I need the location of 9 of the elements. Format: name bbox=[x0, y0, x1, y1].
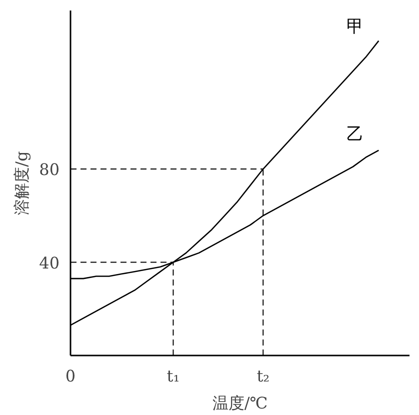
y-tick-label: 40 bbox=[39, 253, 60, 272]
x-axis-title: 温度/℃ bbox=[212, 394, 268, 412]
series-label: 甲 bbox=[346, 16, 364, 37]
x-tick-label: 0 bbox=[65, 366, 76, 386]
series-label: 乙 bbox=[346, 124, 364, 144]
x-tick-label: t₂ bbox=[256, 366, 270, 386]
y-axis-title: 溶解度/g bbox=[12, 151, 32, 215]
y-tick-label: 80 bbox=[39, 160, 60, 180]
x-tick-label: t₁ bbox=[166, 366, 180, 386]
